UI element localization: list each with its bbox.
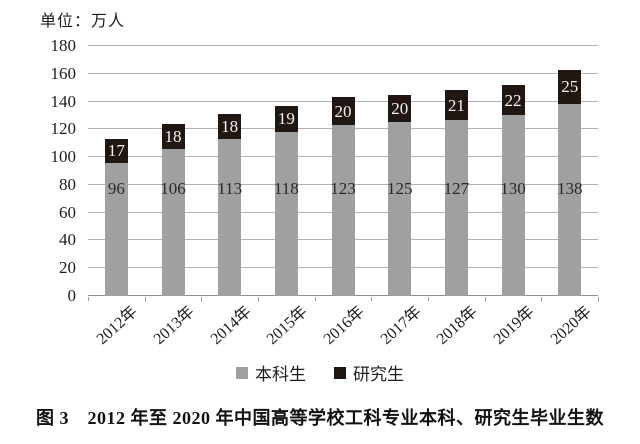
bar-2020年: 25 138 xyxy=(541,46,598,296)
x-axis-tick xyxy=(88,297,89,301)
bar-2016年: 20 123 xyxy=(315,46,372,296)
graduate-value-label: 17 xyxy=(107,141,125,161)
bar-2012年: 17 96 xyxy=(88,46,145,296)
undergraduate-value-label: 123 xyxy=(330,179,356,198)
x-category-label: 2019年 xyxy=(490,303,538,349)
x-axis: 2012年 2013年 2014年 2015年 2016年 2017年 2018年 2019年… xyxy=(88,298,598,356)
x-axis-tick xyxy=(314,297,316,301)
x-axis-tick xyxy=(598,297,599,301)
undergraduate-segment xyxy=(274,132,298,296)
graduate-value-label: 20 xyxy=(334,101,352,121)
bar-2019年: 22 130 xyxy=(485,46,542,296)
legend-label: 研究生 xyxy=(353,365,404,384)
undergraduate-segment xyxy=(331,125,355,296)
legend: 本科生 研究生 xyxy=(0,360,640,385)
graduate-segment: 20 xyxy=(331,97,355,126)
undergraduate-segment xyxy=(161,148,185,296)
figure-caption: 图 3 2012 年至 2020 年中国高等学校工科专业本科、研究生毕业生数 xyxy=(36,408,604,428)
x-category-label: 2015年 xyxy=(264,303,312,349)
x-axis-tick xyxy=(428,297,429,301)
graduate-segment: 21 xyxy=(444,90,468,120)
bar-2014年: 18 113 xyxy=(201,46,258,296)
undergraduate-segment xyxy=(501,115,525,296)
graduate-segment: 25 xyxy=(558,69,582,105)
x-category-label: 2017年 xyxy=(377,303,425,349)
graduate-segment: 17 xyxy=(104,139,128,163)
y-tick-label: 160 xyxy=(50,63,77,83)
graduate-value-label: 18 xyxy=(164,126,182,146)
x-category-label: 2018年 xyxy=(434,303,482,349)
gridline xyxy=(88,45,598,46)
bar-2013年: 18 106 xyxy=(145,46,202,296)
plot-area: 17 96 18 106 18 113 19 118 20 123 20 125 21 127 22 130 2… xyxy=(88,45,599,301)
y-tick-label: 100 xyxy=(50,147,77,167)
undergraduate-value-label: 118 xyxy=(273,179,299,198)
y-tick-label: 80 xyxy=(59,174,76,194)
x-axis-tick xyxy=(541,297,543,301)
undergraduate-value-label: 138 xyxy=(556,179,583,198)
x-axis-tick xyxy=(144,297,146,301)
x-category-label: 2014年 xyxy=(207,303,255,349)
x-slot: 2018年 xyxy=(428,298,485,356)
legend-item-graduate: 研究生 xyxy=(334,360,404,385)
undergraduate-value-label: 96 xyxy=(107,179,125,198)
undergraduate-segment xyxy=(558,104,582,296)
y-tick-label: 0 xyxy=(67,286,77,305)
x-slot: 2017年 xyxy=(371,298,428,356)
graduate-segment: 22 xyxy=(501,84,525,116)
graduate-value-label: 19 xyxy=(277,109,295,129)
undergraduate-segment xyxy=(104,162,128,296)
graduate-value-label: 21 xyxy=(447,95,465,115)
graduate-value-label: 20 xyxy=(391,99,409,118)
bar-2015年: 19 118 xyxy=(258,46,315,296)
gridline xyxy=(88,72,598,74)
graduate-value-label: 22 xyxy=(504,90,522,110)
graduate-segment: 18 xyxy=(161,123,185,149)
x-slot: 2020年 xyxy=(541,298,598,356)
legend-label: 本科生 xyxy=(255,365,306,384)
x-category-label: 2016年 xyxy=(320,303,368,349)
x-slot: 2016年 xyxy=(315,298,372,356)
x-category-label: 2012年 xyxy=(93,303,142,349)
undergraduate-segment xyxy=(388,122,412,296)
graduate-value-label: 18 xyxy=(221,117,239,137)
y-tick-label: 40 xyxy=(59,230,76,250)
undergraduate-value-label: 130 xyxy=(500,179,526,198)
undergraduate-segment xyxy=(218,139,242,296)
y-tick-label: 140 xyxy=(50,91,77,111)
x-axis-tick xyxy=(371,297,373,301)
undergraduate-value-label: 127 xyxy=(443,179,470,198)
x-axis-tick xyxy=(484,297,486,301)
bar-2018年: 21 127 xyxy=(428,46,485,296)
x-category-label: 2013年 xyxy=(150,303,198,349)
bar-2017年: 20 125 xyxy=(371,46,428,296)
graduate-value-label: 25 xyxy=(561,77,579,97)
x-slot: 2012年 xyxy=(88,298,145,356)
y-axis: 0 20 40 60 80 100 120 140 160 180 xyxy=(0,37,82,304)
y-tick-label: 120 xyxy=(50,119,77,139)
graduate-segment: 20 xyxy=(388,94,412,123)
x-slot: 2015年 xyxy=(258,298,315,356)
graduate-segment: 18 xyxy=(218,114,242,140)
x-axis-tick xyxy=(201,297,203,301)
undergraduate-segment xyxy=(444,119,468,296)
unit-label: 单位：万人 xyxy=(40,13,126,30)
graduate-swatch-icon xyxy=(334,366,346,379)
graduate-segment: 19 xyxy=(274,105,298,133)
undergraduate-value-label: 125 xyxy=(386,179,413,198)
undergraduate-value-label: 113 xyxy=(217,179,243,198)
x-axis-tick xyxy=(258,297,259,301)
x-slot: 2014年 xyxy=(201,298,258,356)
x-slot: 2013年 xyxy=(145,298,202,356)
x-category-label: 2020年 xyxy=(547,303,595,349)
bars-row: 17 96 18 106 18 113 19 118 20 123 20 125 21 127 22 130 2… xyxy=(88,46,598,296)
undergraduate-value-label: 106 xyxy=(160,179,186,198)
y-tick-label: 60 xyxy=(59,202,76,222)
y-tick-label: 180 xyxy=(50,36,77,55)
x-slot: 2019年 xyxy=(485,298,542,356)
undergraduate-swatch-icon xyxy=(236,366,248,379)
legend-item-undergraduate: 本科生 xyxy=(236,360,306,385)
y-tick-label: 20 xyxy=(59,258,76,278)
